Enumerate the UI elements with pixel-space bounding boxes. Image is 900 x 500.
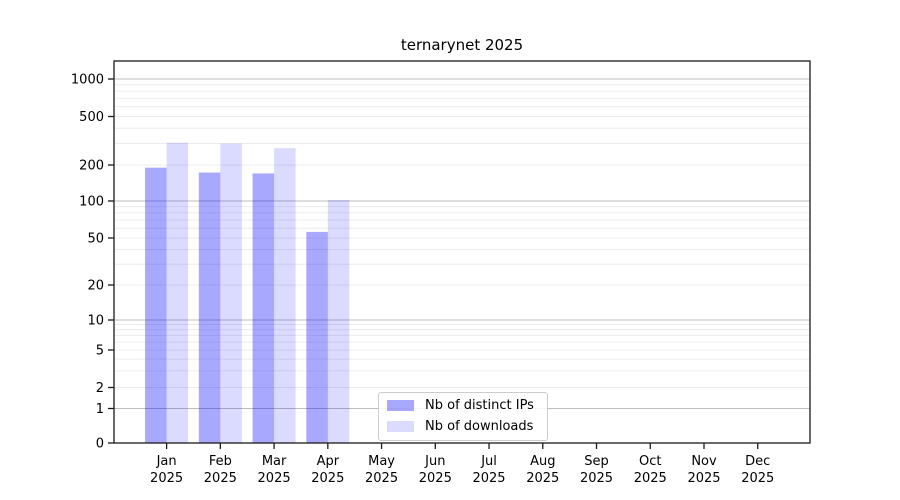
legend-label-distinct-ips: Nb of distinct IPs [425, 398, 534, 413]
x-tick-year-feb: 2025 [204, 471, 237, 486]
bar-downloads-jan [166, 142, 189, 443]
y-tick-label-500: 500 [79, 110, 104, 125]
x-tick-year-jun: 2025 [419, 471, 452, 486]
x-tick-label-jul: Jul [480, 454, 497, 469]
y-tick-label-2: 2 [96, 381, 104, 396]
y-tick-label-100: 100 [79, 195, 104, 210]
x-tick-label-may: May [368, 454, 395, 469]
legend-swatch-distinct-ips [387, 400, 414, 411]
x-tick-year-may: 2025 [365, 471, 398, 486]
x-tick-year-apr: 2025 [311, 471, 344, 486]
y-tick-label-1: 1 [96, 402, 104, 417]
y-tick-label-200: 200 [79, 159, 104, 174]
y-tick-label-20: 20 [87, 279, 104, 294]
x-tick-year-aug: 2025 [526, 471, 559, 486]
x-tick-year-jul: 2025 [472, 471, 505, 486]
x-tick-label-jun: Jun [424, 454, 445, 469]
legend-row-distinct-ips: Nb of distinct IPs [387, 398, 539, 413]
bar-downloads-apr [327, 199, 350, 443]
x-tick-year-nov: 2025 [687, 471, 720, 486]
x-tick-label-jan: Jan [156, 454, 177, 469]
bar-downloads-feb [220, 143, 242, 444]
x-tick-label-sep: Sep [584, 454, 609, 469]
bar-downloads-mar [274, 148, 296, 444]
x-tick-label-aug: Aug [530, 454, 555, 469]
x-tick-label-dec: Dec [745, 454, 770, 469]
legend-swatch-downloads [387, 421, 414, 432]
y-tick-label-50: 50 [87, 232, 104, 247]
legend-label-downloads: Nb of downloads [425, 419, 534, 434]
x-tick-year-sep: 2025 [580, 471, 613, 486]
bar-distinct-ips-jan [145, 167, 167, 444]
bar-distinct-ips-mar [252, 173, 275, 444]
y-tick-label-0: 0 [96, 437, 104, 452]
x-tick-label-feb: Feb [209, 454, 232, 469]
chart-title: ternarynet 2025 [400, 36, 524, 54]
x-tick-label-apr: Apr [317, 454, 340, 469]
x-tick-year-dec: 2025 [741, 471, 774, 486]
x-tick-label-nov: Nov [691, 454, 717, 469]
y-tick-label-10: 10 [87, 314, 104, 329]
x-tick-year-oct: 2025 [634, 471, 667, 486]
bar-distinct-ips-apr [306, 231, 328, 443]
y-tick-label-1000: 1000 [71, 73, 104, 88]
x-tick-label-mar: Mar [262, 454, 287, 469]
x-tick-label-oct: Oct [639, 454, 661, 469]
x-tick-year-jan: 2025 [150, 471, 183, 486]
y-tick-label-5: 5 [96, 344, 104, 359]
x-tick-year-mar: 2025 [258, 471, 291, 486]
plot-border [113, 60, 811, 444]
bar-distinct-ips-feb [198, 172, 221, 443]
legend: Nb of distinct IPs Nb of downloads [378, 392, 548, 441]
legend-row-downloads: Nb of downloads [387, 419, 539, 434]
